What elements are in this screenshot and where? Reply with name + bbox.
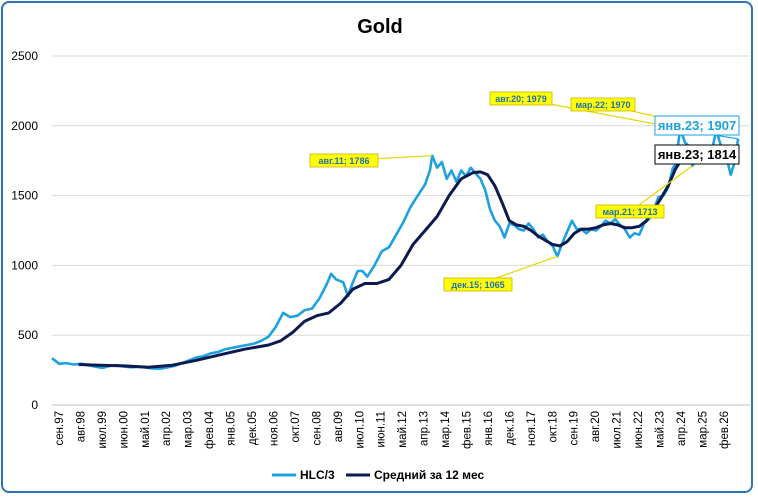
series-line-hlc3 bbox=[51, 127, 740, 370]
x-tick-label: дек.05 bbox=[247, 411, 259, 445]
x-tick-label: фев.04 bbox=[204, 410, 216, 449]
x-tick-label: июл.21 bbox=[612, 411, 624, 449]
legend: HLC/3 Средний за 12 мес bbox=[272, 468, 485, 482]
x-tick-label: ноя.06 bbox=[268, 411, 280, 446]
annotations: авг.11; 1786 авг.20; 1979 мар.22; 1970 мар.… bbox=[309, 91, 740, 292]
x-tick-label: май.12 bbox=[397, 411, 409, 448]
x-tick-label: июн.22 bbox=[633, 411, 645, 448]
annotation-label: авг.11; 1786 bbox=[319, 156, 370, 166]
y-tick-label: 500 bbox=[18, 328, 38, 342]
x-tick-label: окт.18 bbox=[547, 411, 559, 443]
x-tick-label: июл.99 bbox=[97, 411, 109, 449]
annotation-box bbox=[309, 153, 379, 168]
y-tick-label: 2000 bbox=[11, 119, 38, 133]
x-tick-label: фев.26 bbox=[719, 411, 731, 449]
annotation: янв.23; 1907 bbox=[654, 115, 740, 140]
annotation: мар.21; 1713 bbox=[595, 165, 693, 219]
x-tick-label: мар.03 bbox=[183, 411, 195, 448]
annotation-box bbox=[654, 115, 740, 136]
annotation-box bbox=[570, 97, 636, 112]
legend-label-avg12: Средний за 12 мес bbox=[374, 468, 485, 482]
x-tick-label: янв.16 bbox=[483, 411, 495, 446]
x-tick-label: мар.25 bbox=[697, 411, 709, 448]
x-tick-label: апр.02 bbox=[161, 411, 173, 446]
legend-label-hlc3: HLC/3 bbox=[300, 468, 335, 482]
series-line-avg12 bbox=[78, 145, 739, 369]
annotation-box bbox=[595, 204, 665, 219]
x-tick-label: ноя.17 bbox=[526, 411, 538, 446]
x-tick-label: сен.08 bbox=[311, 411, 323, 445]
x-tick-label: авг.98 bbox=[75, 411, 87, 442]
series-lines bbox=[51, 127, 740, 370]
annotation-label: мар.21; 1713 bbox=[602, 207, 657, 217]
y-tick-label: 2500 bbox=[11, 49, 38, 63]
x-tick-label: май.01 bbox=[140, 411, 152, 448]
gridlines bbox=[52, 55, 750, 406]
y-tick-label: 0 bbox=[31, 398, 38, 412]
annotation-box bbox=[489, 91, 553, 106]
x-tick-label: фев.15 bbox=[461, 411, 473, 449]
annotation-label: авг.20; 1979 bbox=[495, 94, 546, 104]
x-tick-label: янв.05 bbox=[226, 411, 238, 446]
x-tick-label: окт.07 bbox=[290, 411, 302, 443]
x-tick-label: авг.20 bbox=[590, 411, 602, 442]
annotation: авг.11; 1786 bbox=[309, 153, 433, 168]
annotation: дек.15; 1065 bbox=[443, 255, 558, 292]
x-axis-ticks: сен.97 авг.98 июл.99 июн.00 май.01 апр.02 мар.… bbox=[54, 410, 731, 449]
chart-title: Gold bbox=[357, 16, 403, 38]
y-axis-ticks: 0 500 1000 1500 2000 2500 bbox=[11, 49, 38, 412]
x-tick-label: авг.09 bbox=[333, 411, 345, 442]
x-tick-label: дек.16 bbox=[504, 411, 516, 445]
annotation-box bbox=[654, 144, 740, 165]
x-tick-label: сен.97 bbox=[54, 411, 66, 445]
annotation: янв.23; 1814 bbox=[654, 144, 740, 165]
annotation: авг.20; 1979 bbox=[489, 91, 681, 130]
annotation-box bbox=[443, 277, 513, 292]
annotation-label: дек.15; 1065 bbox=[451, 280, 504, 290]
y-tick-label: 1000 bbox=[11, 258, 38, 272]
annotation-label: мар.22; 1970 bbox=[575, 100, 630, 110]
x-tick-label: апр.24 bbox=[676, 410, 688, 446]
x-tick-label: апр.13 bbox=[419, 411, 431, 446]
x-tick-label: сен.19 bbox=[569, 411, 581, 445]
annotation-label: янв.23; 1814 bbox=[658, 147, 737, 162]
x-tick-label: июн.00 bbox=[118, 411, 130, 448]
annotation-leader bbox=[629, 165, 693, 212]
x-tick-label: май.23 bbox=[655, 411, 667, 448]
x-tick-label: июл.10 bbox=[354, 411, 366, 449]
y-tick-label: 1500 bbox=[11, 189, 38, 203]
x-tick-label: мар.14 bbox=[440, 410, 452, 447]
annotation-label: янв.23; 1907 bbox=[658, 118, 736, 133]
x-tick-label: июн.11 bbox=[376, 411, 388, 448]
